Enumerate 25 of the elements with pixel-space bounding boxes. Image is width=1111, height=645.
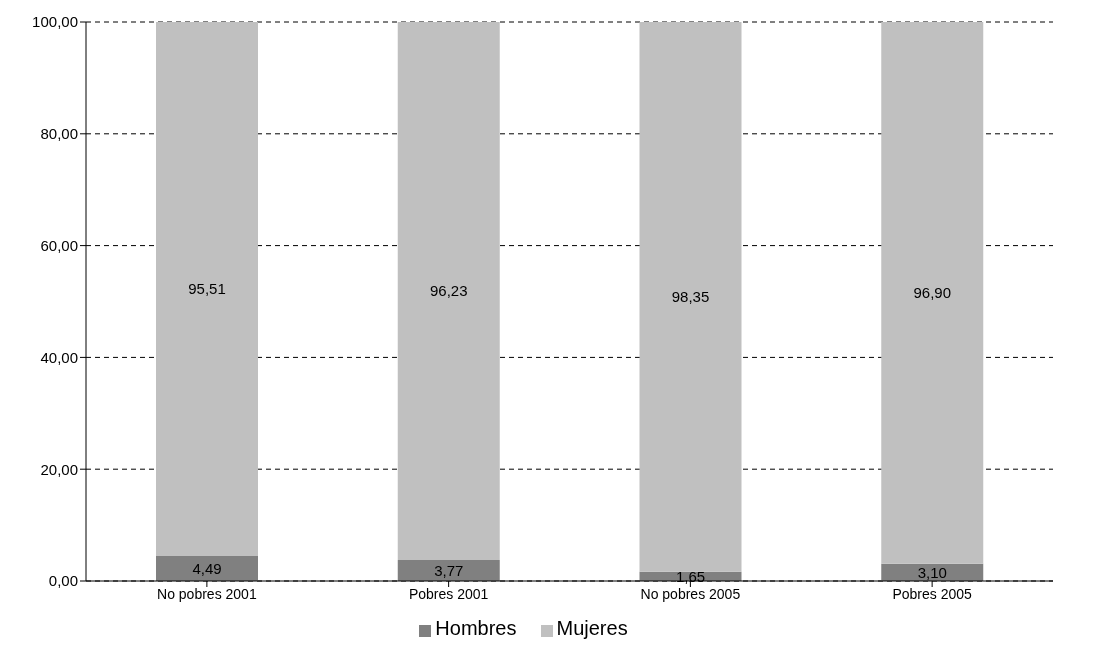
legend-label: Mujeres bbox=[556, 617, 628, 639]
legend-label: Hombres bbox=[435, 617, 517, 639]
bar bbox=[156, 555, 258, 581]
bar bbox=[156, 22, 258, 556]
data-label: 3,10 bbox=[917, 563, 947, 581]
data-label: 3,77 bbox=[434, 561, 464, 579]
x-tick-label: No pobres 2001 bbox=[157, 585, 257, 602]
y-tick-label: 80,00 bbox=[40, 125, 78, 143]
data-label: 98,35 bbox=[671, 288, 710, 306]
y-tick-label: 40,00 bbox=[40, 348, 78, 366]
y-tick-label: 0,00 bbox=[48, 572, 78, 590]
data-label: 96,90 bbox=[913, 284, 952, 302]
y-tick-label: 100,00 bbox=[32, 13, 78, 31]
data-label: 4,49 bbox=[192, 559, 222, 577]
x-tick-label: No pobres 2005 bbox=[640, 585, 741, 602]
x-tick-label: Pobres 2005 bbox=[892, 585, 973, 602]
bar bbox=[639, 22, 742, 572]
x-tick-label: Pobres 2001 bbox=[408, 585, 489, 602]
data-label: 1,65 bbox=[675, 567, 706, 585]
y-tick-label: 20,00 bbox=[40, 460, 78, 478]
y-tick-label: 60,00 bbox=[40, 236, 78, 254]
bar bbox=[397, 22, 500, 560]
bar bbox=[881, 22, 984, 564]
data-label: 95,51 bbox=[188, 280, 226, 298]
data-label: 96,23 bbox=[429, 282, 468, 300]
